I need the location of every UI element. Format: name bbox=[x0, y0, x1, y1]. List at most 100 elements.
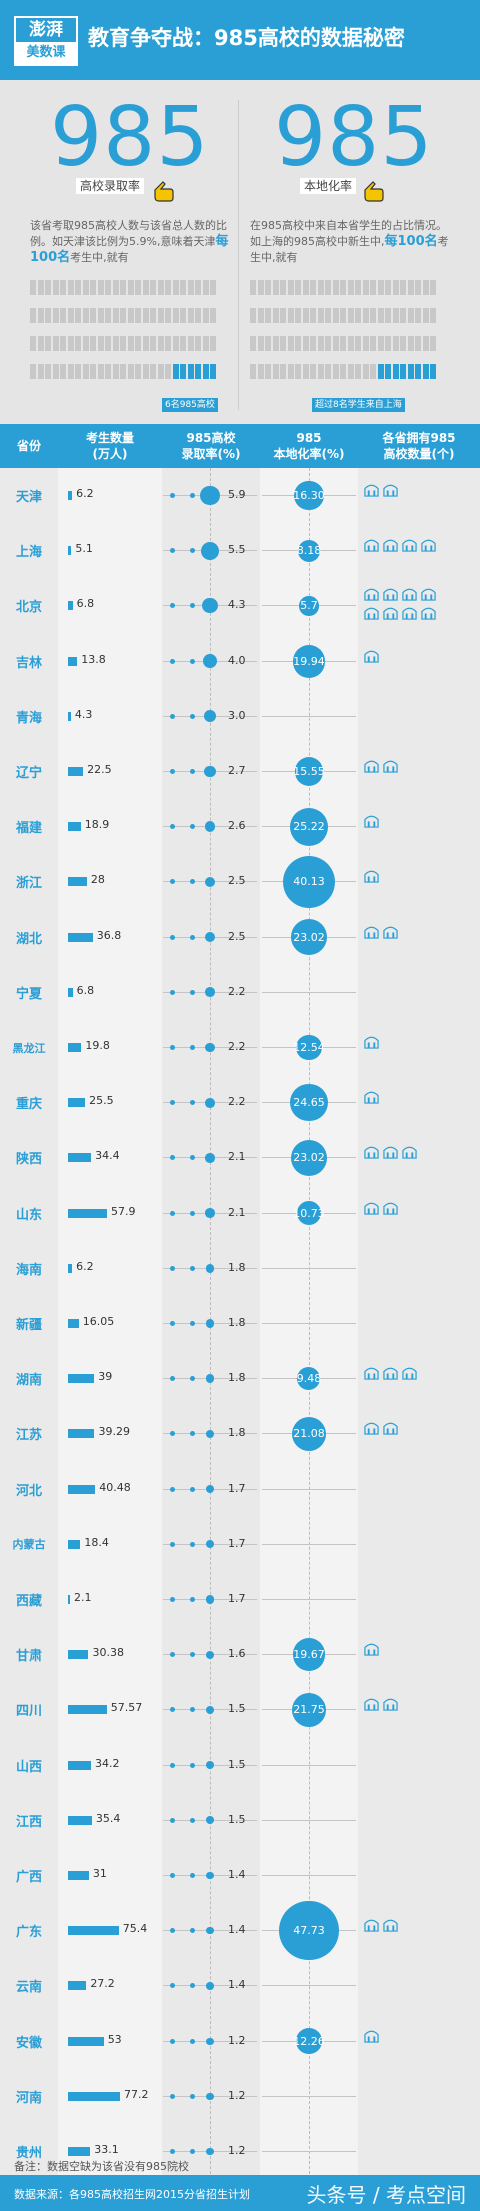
admission-value: 1.2 bbox=[228, 2033, 246, 2047]
person-icon bbox=[407, 308, 414, 323]
track-dot bbox=[190, 2038, 195, 2044]
person-icon bbox=[272, 280, 279, 295]
admission-value: 4.0 bbox=[228, 653, 246, 667]
track-dot bbox=[170, 548, 175, 554]
person-icon bbox=[310, 336, 316, 351]
examinees-value: 16.05 bbox=[82, 1315, 115, 1328]
person-icon bbox=[202, 336, 209, 351]
person-icon bbox=[422, 364, 429, 379]
person-icon bbox=[120, 280, 126, 295]
person-icon bbox=[422, 280, 429, 295]
province-label: 重庆 bbox=[15, 1097, 42, 1113]
localization-track bbox=[262, 1985, 356, 1987]
province-label: 山东 bbox=[15, 1207, 42, 1223]
track-dot bbox=[190, 989, 195, 995]
track-dot bbox=[190, 1321, 195, 1326]
track-dot bbox=[170, 769, 175, 774]
track-dot bbox=[190, 603, 195, 609]
table-row: 江苏 39.29 1.8 21.08 bbox=[0, 1406, 480, 1461]
university-building-icon bbox=[383, 539, 398, 552]
track-dot bbox=[170, 1541, 175, 1547]
person-icon bbox=[210, 308, 216, 323]
university-building-icon bbox=[421, 608, 436, 621]
intro-divider bbox=[238, 100, 239, 410]
examinees-bar bbox=[68, 1263, 73, 1273]
person-icon bbox=[180, 364, 186, 379]
province-label: 海南 bbox=[15, 1262, 42, 1278]
university-building-icon bbox=[364, 1367, 379, 1380]
examinees-bar bbox=[68, 822, 81, 832]
person-icon bbox=[392, 364, 399, 379]
examinees-bar bbox=[68, 1374, 95, 1384]
track-dot bbox=[190, 934, 195, 940]
person-icon bbox=[280, 280, 286, 295]
admission-value: 2.2 bbox=[228, 1040, 246, 1053]
person-icon bbox=[97, 308, 104, 323]
admission-value: 2.2 bbox=[228, 984, 246, 998]
table-row: 四川 57.57 1.5 21.75 bbox=[0, 1682, 480, 1737]
admission-dot bbox=[205, 1484, 215, 1494]
person-icon bbox=[202, 308, 209, 323]
track-dot bbox=[190, 1817, 195, 1823]
header-localization: 985 本地化率(%) bbox=[273, 431, 345, 461]
person-icon bbox=[355, 364, 361, 379]
examinees-value: 57.57 bbox=[110, 1701, 143, 1715]
person-icon bbox=[385, 280, 391, 295]
admission-value: 5.9 bbox=[228, 488, 246, 501]
province-label: 四川 bbox=[15, 1704, 42, 1720]
university-building-icon bbox=[364, 1643, 379, 1656]
person-icon bbox=[75, 364, 81, 379]
university-building-icon bbox=[383, 760, 398, 773]
province-label: 青海 bbox=[15, 710, 42, 726]
person-icon bbox=[150, 280, 156, 295]
localization-circle: 40.13 bbox=[282, 855, 336, 908]
examinees-bar bbox=[68, 2147, 91, 2156]
person-icon bbox=[265, 308, 271, 323]
person-icon bbox=[90, 364, 96, 379]
person-icon bbox=[180, 308, 186, 323]
province-label: 新疆 bbox=[15, 1318, 42, 1333]
header: 澎湃 美数课 教育争夺战：985高校的数据秘密 bbox=[0, 0, 480, 80]
person-icon bbox=[385, 336, 391, 351]
person-icon bbox=[60, 364, 66, 379]
track-dot bbox=[170, 1652, 175, 1658]
admission-value: 1.4 bbox=[228, 1978, 246, 1992]
track-dot bbox=[190, 1376, 195, 1382]
university-building-icon bbox=[364, 815, 379, 828]
person-icon bbox=[142, 336, 149, 351]
localization-value: 15.55 bbox=[293, 764, 325, 778]
intro-right-caption: 超过8名学生来自上海 bbox=[312, 398, 405, 412]
examinees-value: 77.2 bbox=[124, 2087, 149, 2101]
examinees-bar bbox=[68, 1926, 119, 1936]
person-icon bbox=[187, 308, 194, 323]
examinees-value: 25.5 bbox=[89, 1094, 114, 1108]
province-label: 上海 bbox=[15, 545, 42, 561]
table-row: 安徽 53 1.2 12.26 bbox=[0, 2014, 480, 2069]
admission-dot bbox=[205, 1650, 215, 1659]
localization-value: 12.26 bbox=[293, 2034, 325, 2048]
person-icon bbox=[302, 280, 309, 295]
track-dot bbox=[170, 603, 175, 609]
intro-section: 985 高校录取率 该省考取985高校人数与该省总人数的比例。如天津该比例为5.… bbox=[0, 80, 480, 424]
university-building-icon bbox=[383, 1423, 398, 1436]
track-dot bbox=[170, 2093, 175, 2099]
university-building-icon bbox=[383, 1699, 398, 1712]
person-icon bbox=[430, 336, 436, 351]
admission-value: 1.8 bbox=[228, 1260, 246, 1274]
person-icon bbox=[142, 280, 149, 295]
person-icon bbox=[362, 336, 369, 351]
track-dot bbox=[170, 1210, 175, 1216]
localization-circle: 15.55 bbox=[293, 757, 325, 786]
person-icon bbox=[172, 280, 179, 295]
intro-right-tag: 本地化率 bbox=[300, 178, 357, 194]
person-icon bbox=[180, 280, 186, 295]
localization-value: 24.65 bbox=[293, 1096, 325, 1110]
university-building-icon bbox=[364, 760, 379, 773]
examinees-bar bbox=[68, 877, 87, 887]
localization-track bbox=[262, 1875, 356, 1876]
track-dot bbox=[170, 1762, 175, 1768]
person-icon bbox=[67, 336, 74, 351]
person-icon bbox=[355, 308, 361, 323]
admission-dot bbox=[202, 653, 218, 669]
track-dot bbox=[190, 1541, 195, 1547]
